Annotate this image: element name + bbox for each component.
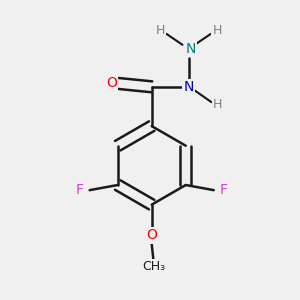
Text: N: N	[185, 42, 196, 56]
Text: O: O	[106, 76, 117, 90]
Text: N: N	[183, 80, 194, 94]
Text: F: F	[219, 183, 227, 197]
Text: O: O	[146, 228, 157, 242]
Text: H: H	[156, 24, 165, 37]
Text: H: H	[212, 24, 222, 37]
Text: F: F	[76, 183, 84, 197]
Text: H: H	[213, 98, 222, 111]
Text: CH₃: CH₃	[142, 260, 165, 273]
